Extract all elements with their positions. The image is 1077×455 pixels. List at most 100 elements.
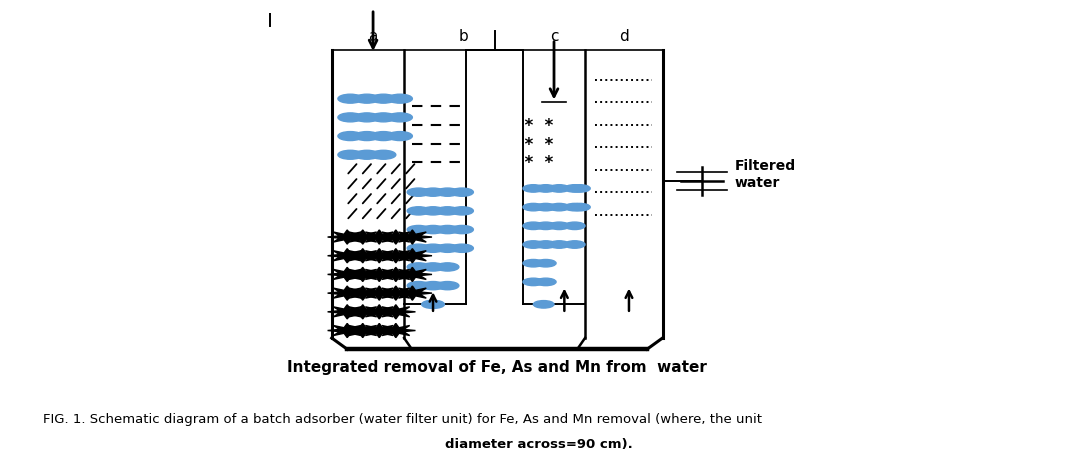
Circle shape — [370, 132, 396, 141]
Circle shape — [523, 241, 544, 249]
Circle shape — [422, 189, 445, 197]
Circle shape — [523, 185, 544, 193]
Text: FIG. 1. Schematic diagram of a batch adsorber (water filter unit) for Fe, As and: FIG. 1. Schematic diagram of a batch ads… — [43, 412, 763, 425]
Circle shape — [549, 222, 570, 230]
Circle shape — [436, 245, 459, 253]
Circle shape — [450, 226, 474, 234]
Circle shape — [422, 282, 445, 290]
Polygon shape — [393, 230, 432, 245]
Circle shape — [549, 241, 570, 249]
Polygon shape — [360, 305, 398, 319]
Circle shape — [535, 278, 556, 286]
Circle shape — [436, 282, 459, 290]
Polygon shape — [344, 305, 382, 319]
Circle shape — [523, 278, 544, 286]
Text: diameter across=90 cm).: diameter across=90 cm). — [445, 437, 632, 450]
Circle shape — [570, 185, 590, 193]
Polygon shape — [376, 286, 416, 301]
Circle shape — [535, 204, 556, 212]
Circle shape — [407, 245, 430, 253]
Polygon shape — [327, 268, 367, 282]
Polygon shape — [344, 249, 382, 263]
Polygon shape — [393, 249, 432, 263]
Circle shape — [535, 185, 556, 193]
Text: Raw
water: Raw water — [179, 0, 216, 2]
Polygon shape — [376, 305, 416, 319]
Circle shape — [436, 263, 459, 272]
Text: d: d — [619, 29, 629, 44]
Circle shape — [354, 114, 379, 122]
Circle shape — [388, 95, 412, 104]
Circle shape — [535, 241, 556, 249]
Polygon shape — [344, 268, 382, 282]
Circle shape — [564, 204, 585, 212]
Text: * *: * * — [523, 135, 554, 153]
Circle shape — [450, 189, 474, 197]
Circle shape — [407, 282, 430, 290]
Circle shape — [407, 207, 430, 216]
Text: Integrated removal of Fe, As and Mn from  water: Integrated removal of Fe, As and Mn from… — [288, 359, 708, 374]
Polygon shape — [344, 324, 382, 338]
Polygon shape — [327, 249, 367, 263]
Circle shape — [354, 95, 379, 104]
Polygon shape — [360, 249, 398, 263]
Polygon shape — [376, 324, 416, 338]
Circle shape — [338, 132, 363, 141]
Polygon shape — [344, 286, 382, 301]
Circle shape — [535, 260, 556, 268]
Circle shape — [407, 226, 430, 234]
Circle shape — [338, 95, 363, 104]
Circle shape — [523, 204, 544, 212]
Circle shape — [338, 114, 363, 122]
Polygon shape — [360, 230, 398, 245]
Text: * *: * * — [523, 116, 554, 135]
Polygon shape — [376, 268, 416, 282]
Circle shape — [422, 245, 445, 253]
Circle shape — [354, 132, 379, 141]
Circle shape — [533, 301, 554, 308]
Circle shape — [407, 263, 430, 272]
Text: c: c — [549, 29, 558, 44]
Polygon shape — [360, 268, 398, 282]
Polygon shape — [344, 230, 382, 245]
Circle shape — [370, 151, 396, 160]
Text: a: a — [368, 29, 378, 44]
Circle shape — [535, 222, 556, 230]
Circle shape — [523, 222, 544, 230]
Polygon shape — [376, 249, 416, 263]
Circle shape — [450, 245, 474, 253]
Circle shape — [436, 226, 459, 234]
Circle shape — [564, 185, 585, 193]
Circle shape — [549, 185, 570, 193]
Text: * *: * * — [523, 154, 554, 172]
Polygon shape — [327, 286, 367, 301]
Circle shape — [388, 132, 412, 141]
Circle shape — [564, 241, 585, 249]
Circle shape — [570, 204, 590, 212]
Text: b: b — [459, 29, 468, 44]
Circle shape — [523, 260, 544, 268]
Circle shape — [370, 114, 396, 122]
Circle shape — [422, 226, 445, 234]
Circle shape — [436, 189, 459, 197]
Circle shape — [407, 189, 430, 197]
Circle shape — [564, 222, 585, 230]
Polygon shape — [327, 324, 367, 338]
Polygon shape — [393, 268, 432, 282]
Polygon shape — [360, 324, 398, 338]
Polygon shape — [360, 286, 398, 301]
Circle shape — [422, 301, 445, 309]
Circle shape — [422, 263, 445, 272]
Circle shape — [422, 207, 445, 216]
Text: Filtered
water: Filtered water — [735, 159, 796, 189]
Circle shape — [354, 151, 379, 160]
Circle shape — [436, 207, 459, 216]
Polygon shape — [327, 305, 367, 319]
Circle shape — [370, 95, 396, 104]
Circle shape — [450, 207, 474, 216]
Polygon shape — [393, 286, 432, 301]
Circle shape — [388, 114, 412, 122]
Polygon shape — [376, 230, 416, 245]
Circle shape — [549, 204, 570, 212]
Circle shape — [338, 151, 363, 160]
